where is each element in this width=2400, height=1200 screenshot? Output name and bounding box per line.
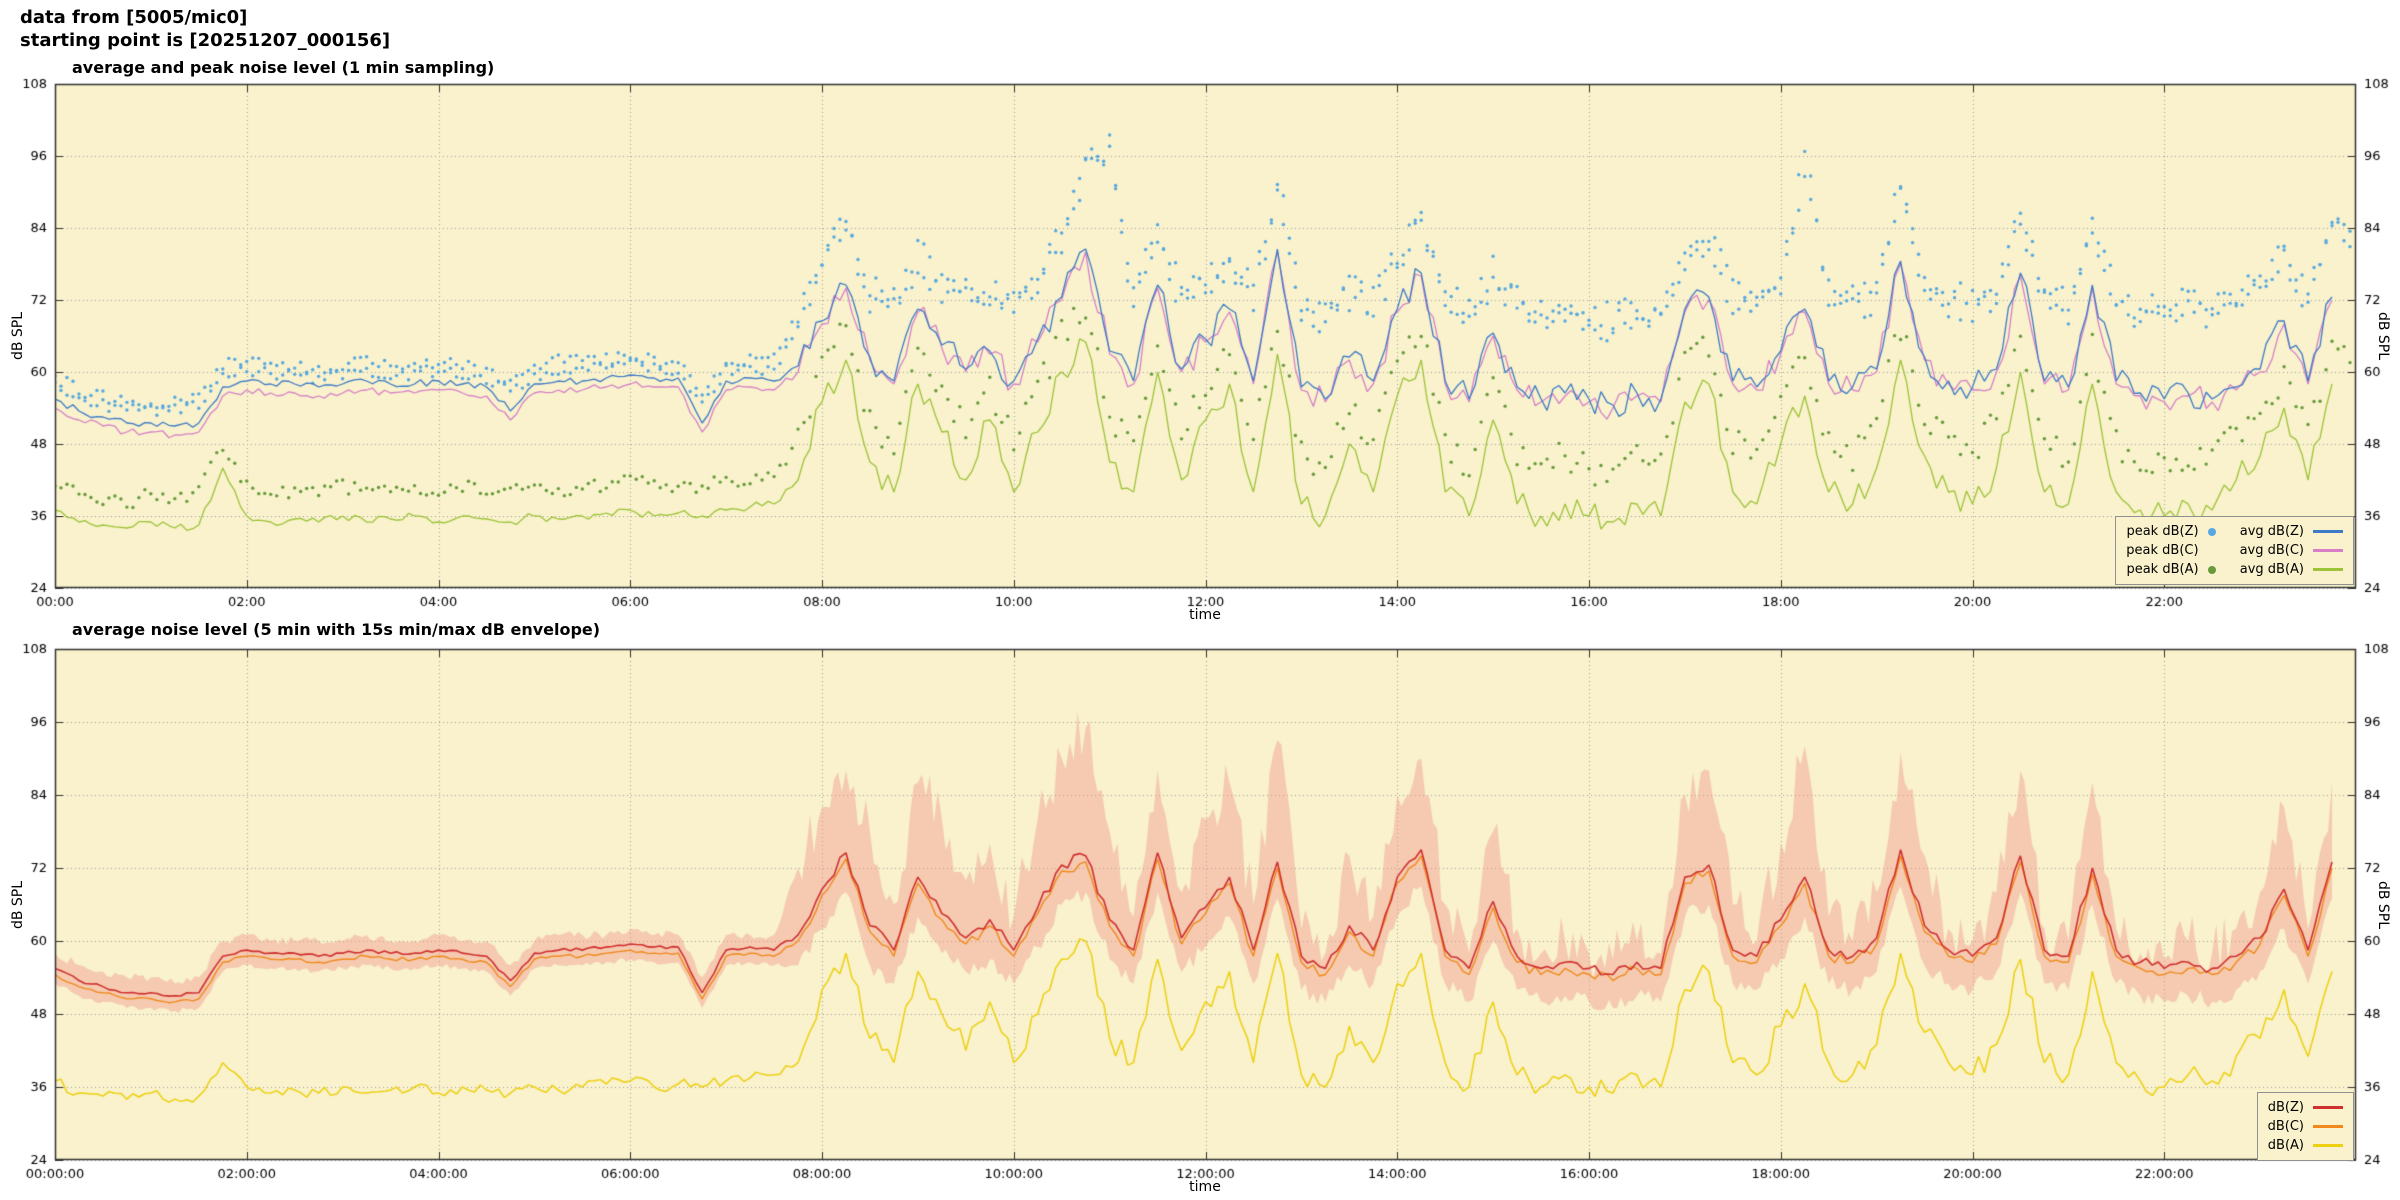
plot1-legend-avg-column: avg dB(Z) avg dB(C) avg dB(A) bbox=[2240, 522, 2343, 579]
plot2-legend: dB(Z) dB(C) dB(A) bbox=[2256, 1092, 2354, 1161]
legend-item-dbz: dB(Z) bbox=[2268, 1098, 2343, 1117]
plot1-xlabel: time bbox=[1189, 607, 1221, 623]
legend-item-avg-dbc: avg dB(C) bbox=[2240, 541, 2343, 560]
legend-label: avg dB(Z) bbox=[2239, 524, 2304, 539]
plot2-legend-column: dB(Z) dB(C) dB(A) bbox=[2268, 1098, 2343, 1155]
legend-label: dB(Z) bbox=[2267, 1100, 2304, 1115]
plot1-title: average and peak noise level (1 min samp… bbox=[72, 58, 495, 77]
legend-label: avg dB(C) bbox=[2239, 543, 2304, 558]
plot1-ylabel-left: dB SPL bbox=[10, 311, 26, 361]
header-source-line: data from [5005/mic0] bbox=[20, 7, 248, 28]
legend-item-avg-dba: avg dB(A) bbox=[2240, 560, 2343, 579]
header-start-line: starting point is [20251207_000156] bbox=[20, 30, 391, 52]
legend-item-avg-dbz: avg dB(Z) bbox=[2240, 522, 2343, 541]
legend-item-dbc: dB(C) bbox=[2268, 1117, 2343, 1136]
plot2-ylabel-right: dB SPL bbox=[2375, 880, 2391, 930]
legend-label: peak dB(A) bbox=[2126, 562, 2199, 577]
peak-dbz-marker-icon bbox=[2207, 527, 2216, 536]
legend-item-dba: dB(A) bbox=[2268, 1136, 2343, 1155]
legend-item-peak-dba: peak dB(A) bbox=[2126, 560, 2216, 579]
avg-dbz-line-icon bbox=[2313, 530, 2343, 533]
avg-dbc-line-icon bbox=[2313, 549, 2343, 552]
dbz-line-icon bbox=[2313, 1106, 2343, 1109]
plot1-legend-peak-column: peak dB(Z) peak dB(C) peak dB(A) bbox=[2126, 522, 2216, 579]
legend-item-peak-dbz: peak dB(Z) bbox=[2126, 522, 2216, 541]
peak-dbc-marker-icon bbox=[2208, 547, 2216, 555]
legend-label: dB(A) bbox=[2267, 1138, 2304, 1153]
dba-line-icon bbox=[2313, 1144, 2343, 1147]
legend-label: peak dB(C) bbox=[2126, 543, 2199, 558]
plot2-title: average noise level (5 min with 15s min/… bbox=[72, 620, 601, 639]
dbc-line-icon bbox=[2313, 1125, 2343, 1128]
legend-label: avg dB(A) bbox=[2239, 562, 2304, 577]
header: data from [5005/mic0] starting point is … bbox=[20, 6, 390, 53]
plot1-legend: peak dB(Z) peak dB(C) peak dB(A) avg dB(… bbox=[2115, 516, 2354, 585]
legend-item-peak-dbc: peak dB(C) bbox=[2126, 541, 2215, 560]
plot2-ylabel-left: dB SPL bbox=[10, 880, 26, 930]
avg-dba-line-icon bbox=[2313, 568, 2343, 571]
legend-label: dB(C) bbox=[2267, 1119, 2304, 1134]
plot2-xlabel: time bbox=[1189, 1179, 1221, 1195]
plot1-ylabel-right: dB SPL bbox=[2375, 311, 2391, 361]
legend-label: peak dB(Z) bbox=[2126, 524, 2199, 539]
peak-dba-marker-icon bbox=[2207, 565, 2216, 574]
